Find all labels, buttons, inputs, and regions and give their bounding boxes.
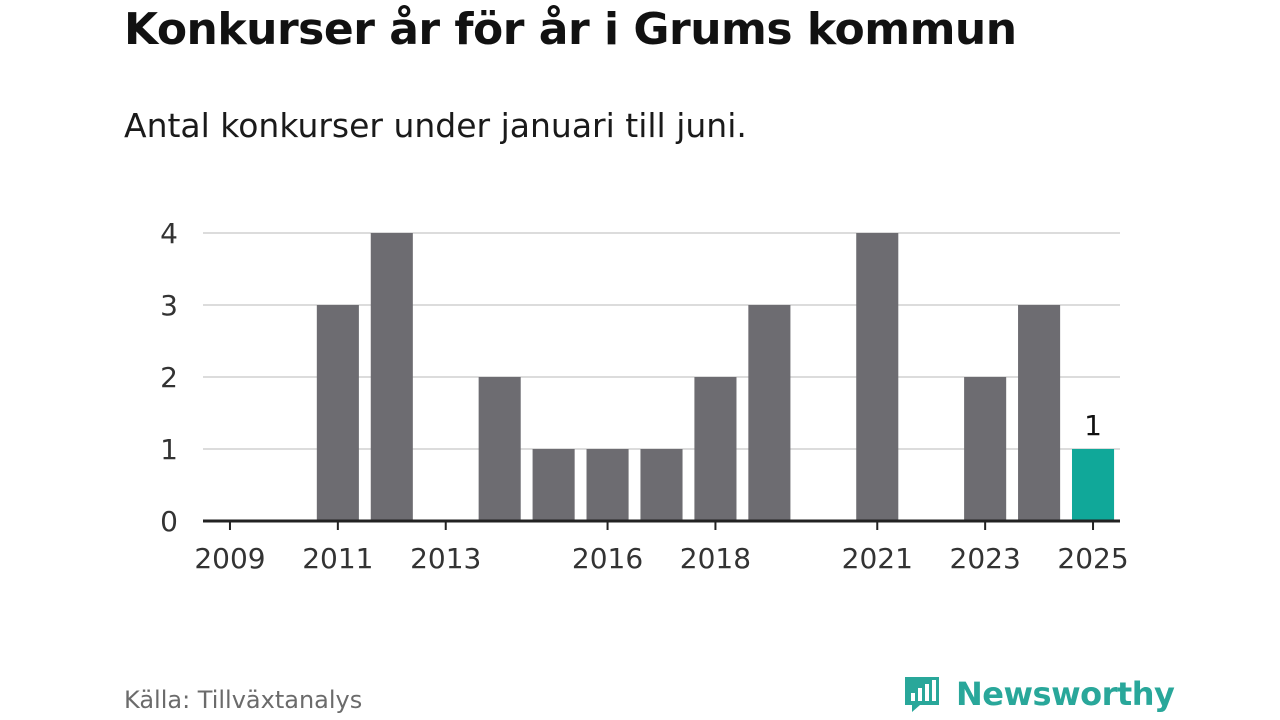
chart-title: Konkurser år för år i Grums kommun [124,4,1017,55]
bar-2018 [694,377,737,521]
y-tick-label: 4 [160,217,178,250]
bars [316,233,1115,521]
y-tick-label: 2 [160,361,178,394]
y-tick-label: 3 [160,289,178,322]
bar-2019 [748,305,791,521]
brand-name: Newsworthy [956,675,1175,713]
x-tick-label: 2023 [950,542,1021,575]
x-tick-label: 2011 [302,542,373,575]
x-tick-label: 2009 [194,542,265,575]
labels: 0 1 2 3 4 2009 2011 2013 2016 2018 2021 2023 2025 1 [160,217,1128,575]
bar-2012 [370,233,413,521]
bar-2016 [586,449,629,521]
bar-2014 [478,377,521,521]
y-tick-label: 0 [160,505,178,538]
newsworthy-logo-icon [905,677,939,712]
x-tick-label: 2021 [842,542,913,575]
x-tick-label: 2013 [410,542,481,575]
data-label: 1 [1084,409,1102,442]
bar-2015 [532,449,575,521]
axes [203,519,1120,530]
bar-2023 [964,377,1007,521]
bar-chart: 0 1 2 3 4 2009 2011 2013 2016 2018 2021 2023 2025 1 [160,217,1128,575]
bar-2024 [1018,305,1061,521]
bar-2025 [1071,449,1115,521]
bar-2017 [640,449,683,521]
bar-2021 [856,233,899,521]
x-tick-label: 2016 [572,542,643,575]
bar-2011 [316,305,359,521]
chart-subtitle: Antal konkurser under januari till juni. [124,106,747,145]
y-tick-label: 1 [160,433,178,466]
x-tick-label: 2018 [680,542,751,575]
newsworthy-logo: Newsworthy [902,670,1175,718]
x-tick-label: 2025 [1057,542,1128,575]
source-note: Källa: Tillväxtanalys [124,686,363,714]
